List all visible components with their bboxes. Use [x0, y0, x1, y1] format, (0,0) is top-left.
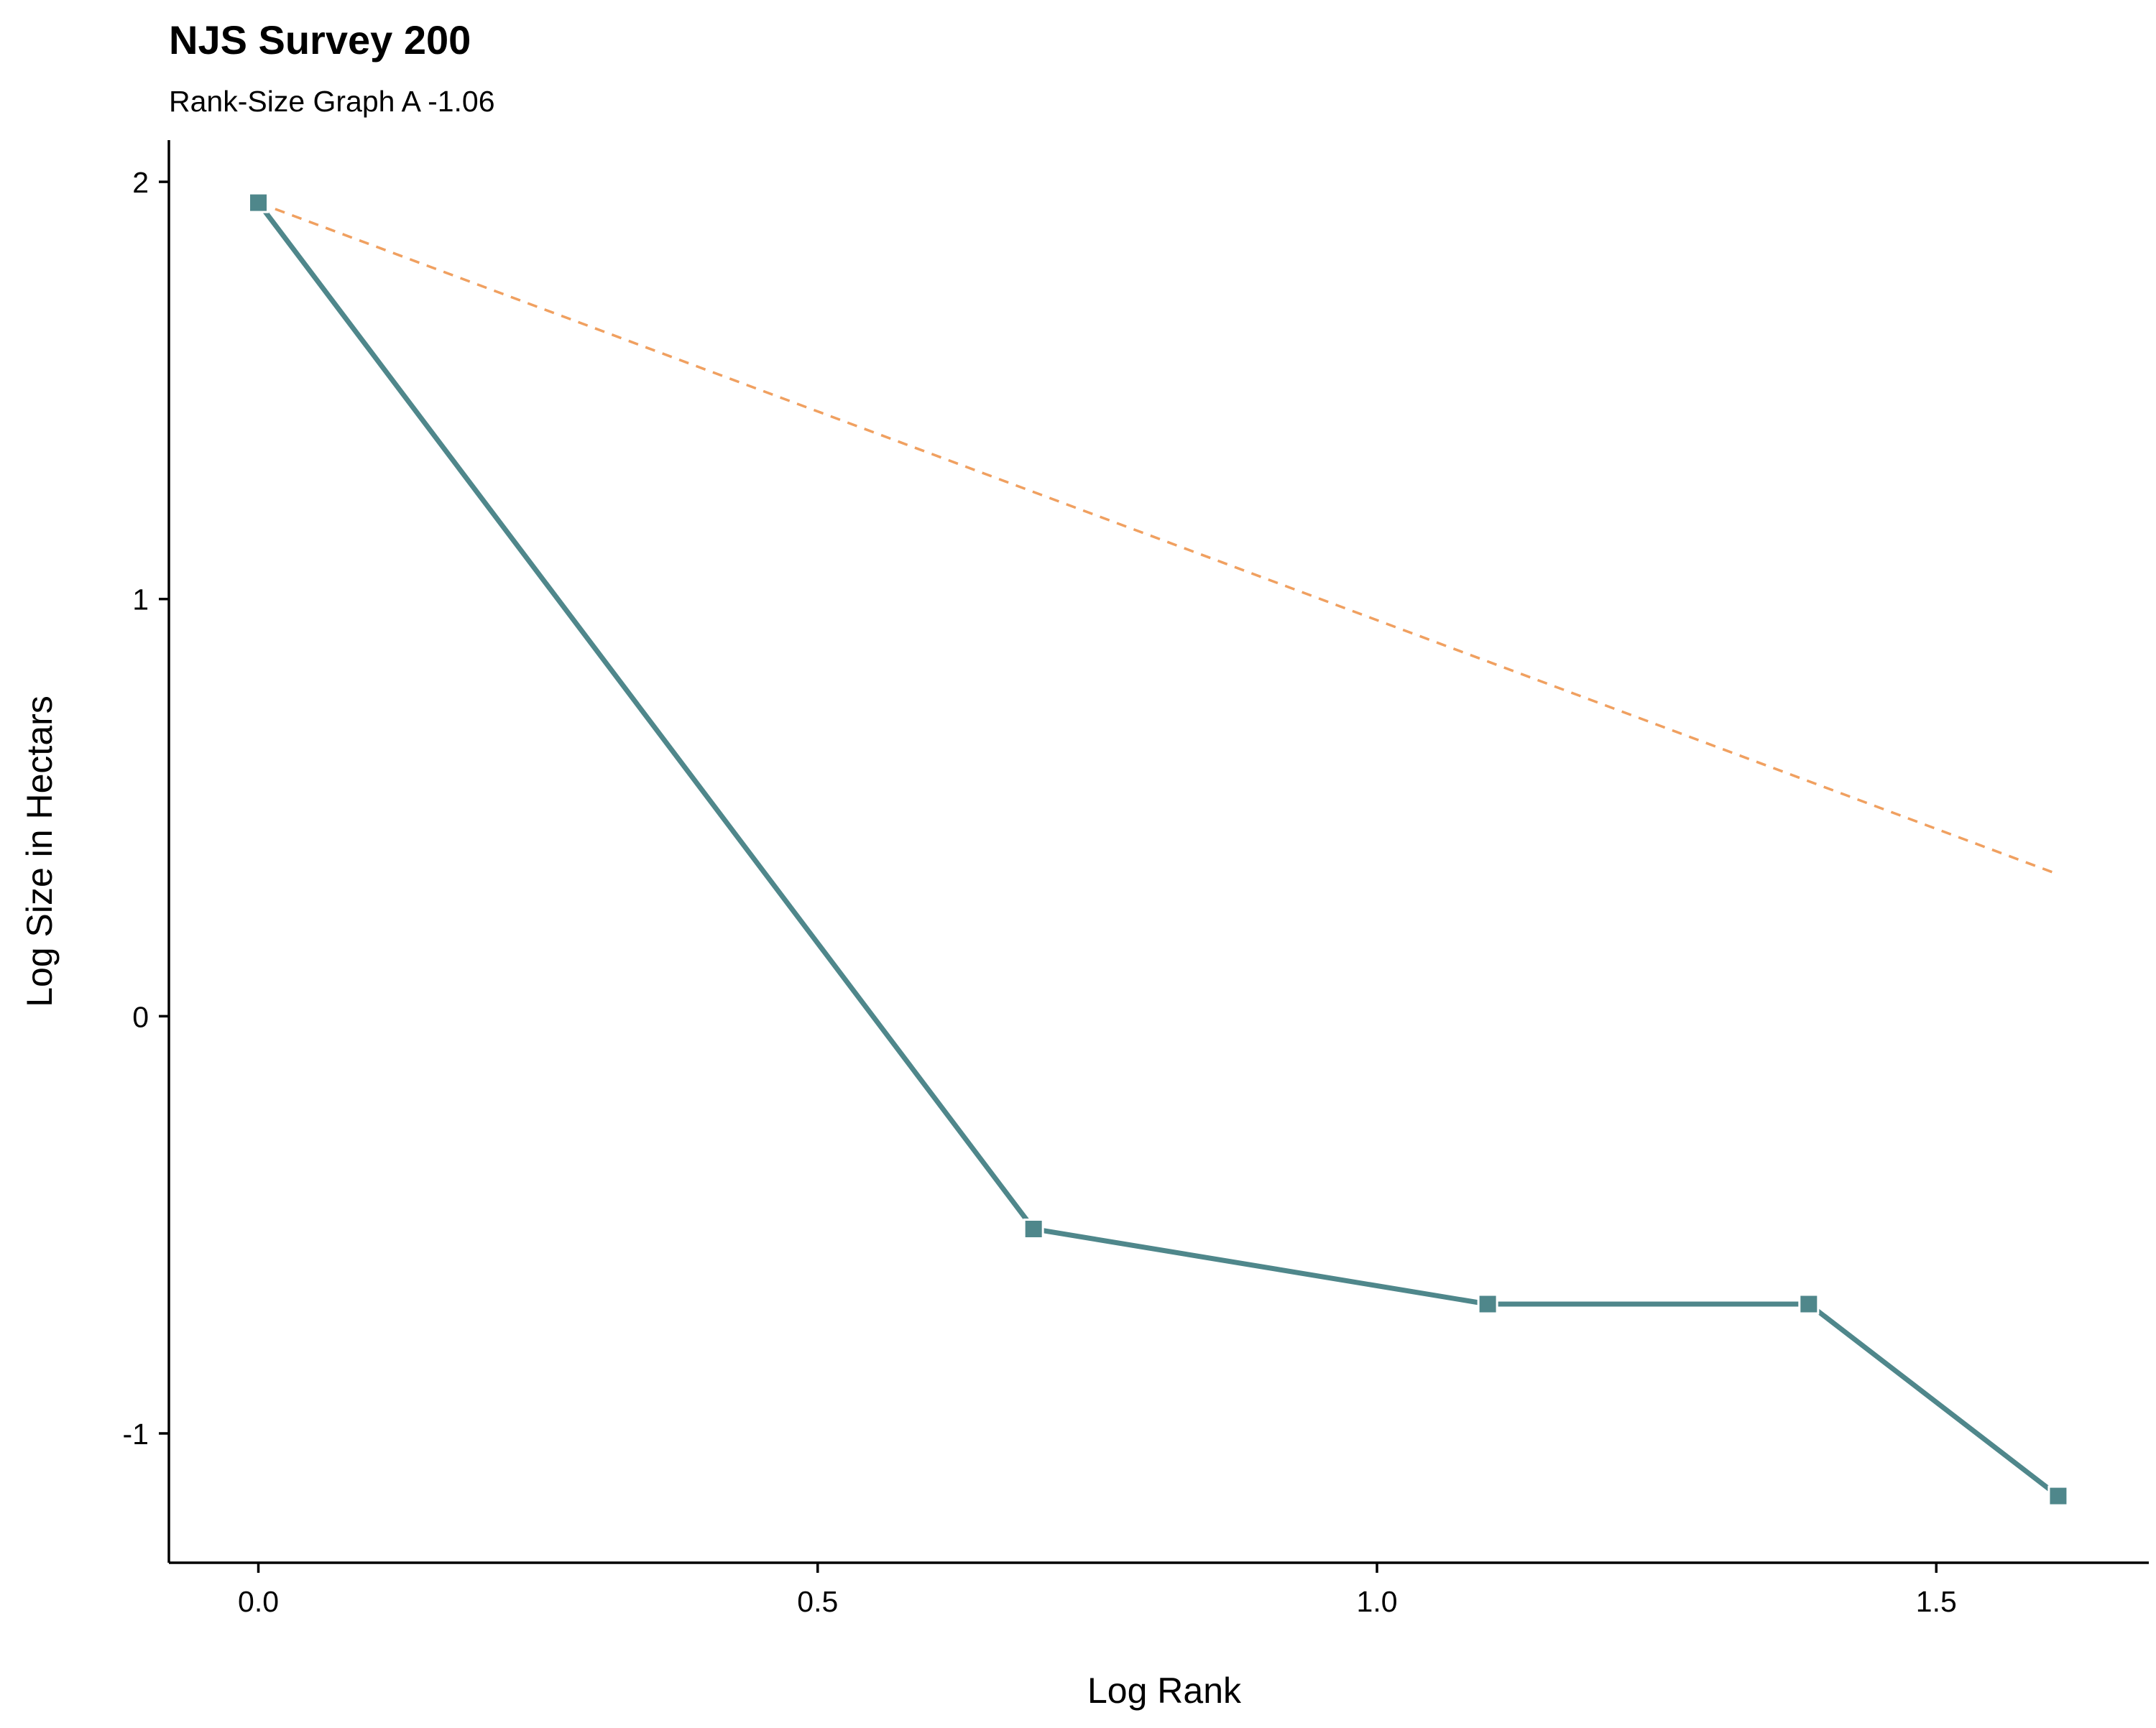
- y-tick-label: 1: [132, 583, 149, 616]
- series-line: [256, 200, 2060, 1498]
- chart-title: NJS Survey 200: [169, 17, 471, 63]
- series-layer: [248, 192, 2069, 1507]
- y-tick-label: -1: [123, 1418, 149, 1451]
- reference-trend-line: [257, 201, 2059, 876]
- chart-subtitle: Rank-Size Graph A -1.06: [169, 85, 495, 118]
- data-point-marker: [1023, 1218, 1044, 1239]
- x-axis-ticks: 0.0 0.5 1.0 1.5: [238, 1563, 1957, 1618]
- data-point-marker: [1477, 1293, 1498, 1315]
- x-tick-label: 0.0: [238, 1585, 279, 1618]
- y-tick-label: 0: [132, 1000, 149, 1033]
- axes: [167, 140, 2149, 1564]
- x-tick-label: 1.5: [1916, 1585, 1957, 1618]
- y-axis-ticks: -1 0 1 2: [123, 166, 169, 1451]
- y-tick-label: 2: [132, 166, 149, 199]
- data-point-marker: [248, 192, 270, 213]
- data-point-marker: [1798, 1293, 1820, 1315]
- x-tick-label: 0.5: [797, 1585, 838, 1618]
- x-tick-label: 1.0: [1357, 1585, 1398, 1618]
- data-point-marker: [2047, 1485, 2069, 1507]
- x-axis-title: Log Rank: [1087, 1671, 1242, 1711]
- y-axis-title: Log Size in Hectars: [19, 696, 60, 1007]
